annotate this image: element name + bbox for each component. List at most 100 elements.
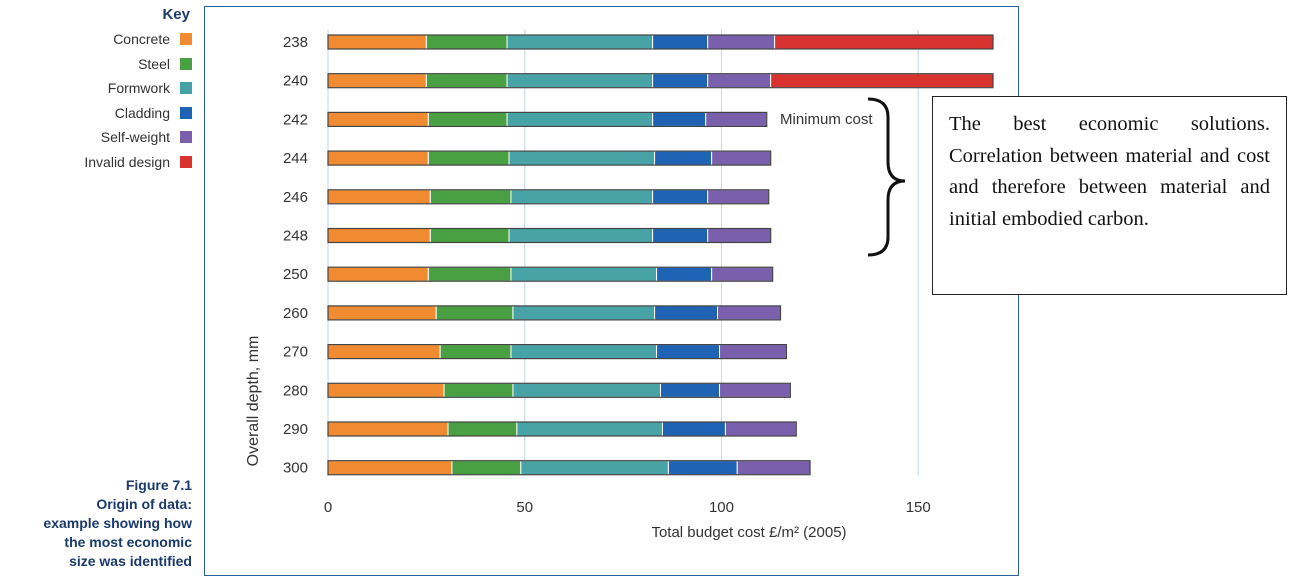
legend-item-cladding: Cladding (0, 101, 192, 126)
y-tick-label: 238 (283, 34, 308, 51)
bar-segment-steel (429, 189, 512, 205)
bar-outline (327, 421, 797, 437)
bar-outline (327, 344, 788, 360)
bar-segment-concrete (327, 73, 427, 89)
bar-segment-self-weight (711, 150, 772, 166)
legend-label-formwork: Formwork (107, 80, 170, 97)
bar-segment-concrete (327, 150, 429, 166)
bar-segment-self-weight (707, 34, 776, 50)
bar-segment-self-weight (717, 305, 782, 321)
legend-label-concrete: Concrete (113, 31, 170, 48)
y-tick-label: 280 (283, 382, 308, 399)
bar-segment-steel (427, 266, 512, 282)
bar-segment-cladding (652, 111, 707, 127)
bar-segment-concrete (327, 382, 445, 398)
bar-segment-formwork (508, 150, 656, 166)
bar-segment-cladding (656, 266, 713, 282)
bar-segment-formwork (508, 228, 654, 243)
bar-segment-formwork (506, 73, 654, 89)
bars (327, 34, 994, 476)
y-tick-label: 246 (283, 189, 308, 206)
bar-segment-formwork (520, 460, 669, 476)
bar-segment-cladding (652, 34, 709, 50)
legend-title: Key (162, 6, 190, 23)
bar-segment-steel (439, 344, 512, 360)
bar-outline (327, 266, 774, 282)
legend-item-invalid-design: Invalid design (0, 150, 192, 175)
bar-outline (327, 460, 811, 476)
bar-segment-cladding (652, 228, 709, 243)
bar-segment-formwork (516, 421, 663, 437)
caption-line: size was identified (69, 553, 192, 569)
bar-segment-steel (451, 460, 522, 476)
y-axis-label: Overall depth, mm (245, 336, 262, 467)
stacked-bar-chart: 238 240 242 244 246 248 250 260 270 280 290 300 0 50… (245, 30, 994, 541)
legend-swatch-concrete (180, 33, 192, 46)
legend-swatch-invalid-design (180, 155, 192, 168)
legend-label-cladding: Cladding (114, 104, 170, 121)
bar-segment-concrete (327, 344, 441, 360)
legend-swatch-formwork (180, 82, 192, 95)
bar-outline (327, 305, 782, 321)
bar-segment-cladding (661, 421, 726, 437)
legend-swatch-self-weight (180, 131, 192, 144)
bar-segment-cladding (656, 344, 721, 360)
bar-segment-concrete (327, 189, 431, 205)
bar-outline (327, 111, 768, 128)
figure-number: Figure 7.1 (125, 477, 192, 493)
bar-segment-self-weight (707, 189, 770, 205)
bar-segment-formwork (512, 305, 656, 321)
bar-segment-concrete (327, 34, 427, 50)
bar-segment-concrete (327, 460, 453, 476)
bar-segment-cladding (652, 189, 709, 205)
x-tick-label: 50 (516, 499, 533, 516)
bar-segment-formwork (506, 111, 654, 127)
legend: Key Concrete Steel Formwork Cladding Sel… (0, 6, 192, 174)
bar-segment-steel (425, 34, 508, 50)
curly-brace (867, 97, 906, 257)
y-tick-label: 242 (283, 111, 308, 128)
y-tick-label: 240 (283, 73, 308, 90)
bar-segment-self-weight (711, 266, 774, 282)
bar-segment-concrete (327, 305, 437, 321)
bar-segment-self-weight (707, 228, 772, 243)
gridlines (327, 30, 919, 476)
legend-label-self-weight: Self-weight (100, 129, 170, 146)
bar-segment-formwork (510, 189, 654, 205)
legend-item-formwork: Formwork (0, 76, 192, 101)
legend-item-steel: Steel (0, 52, 192, 77)
bar-segment-formwork (512, 382, 661, 398)
x-tick-labels: 0 50 100 150 (324, 499, 931, 516)
y-tick-label: 300 (283, 460, 308, 477)
bar-segment-cladding (660, 382, 721, 398)
bar-outline (327, 382, 791, 398)
bar-segment-steel (425, 73, 508, 89)
bar-segment-formwork (510, 266, 658, 282)
bar-segment-invalid-design (770, 73, 994, 89)
bar-segment-invalid-design (774, 34, 994, 50)
caption-line: example showing how (43, 515, 192, 531)
y-tick-label: 250 (283, 266, 308, 283)
bar-segment-steel (427, 150, 510, 166)
legend-swatch-steel (180, 57, 192, 70)
bar-segment-concrete (327, 421, 449, 437)
y-tick-label: 290 (283, 421, 308, 438)
bar-outline (327, 150, 772, 166)
legend-swatch-cladding (180, 106, 192, 119)
bar-segment-concrete (327, 266, 429, 282)
x-tick-label: 100 (709, 499, 734, 516)
figure-caption: Figure 7.1 Origin of data: example showi… (0, 476, 192, 571)
bar-segment-self-weight (707, 73, 772, 89)
x-axis-label: Total budget cost £/m² (2005) (651, 524, 846, 541)
bar-segment-cladding (652, 73, 709, 89)
bar-segment-formwork (510, 344, 658, 360)
bar-segment-steel (443, 382, 514, 398)
bar-segment-steel (429, 228, 510, 243)
bar-segment-steel (427, 111, 508, 127)
bar-segment-cladding (654, 150, 713, 166)
bar-segment-concrete (327, 111, 429, 127)
bar-segment-self-weight (736, 460, 811, 476)
y-tick-labels: 238 240 242 244 246 248 250 260 270 280 290 300 (283, 34, 308, 477)
y-tick-label: 270 (283, 344, 308, 361)
caption-line: the most economic (64, 534, 192, 550)
